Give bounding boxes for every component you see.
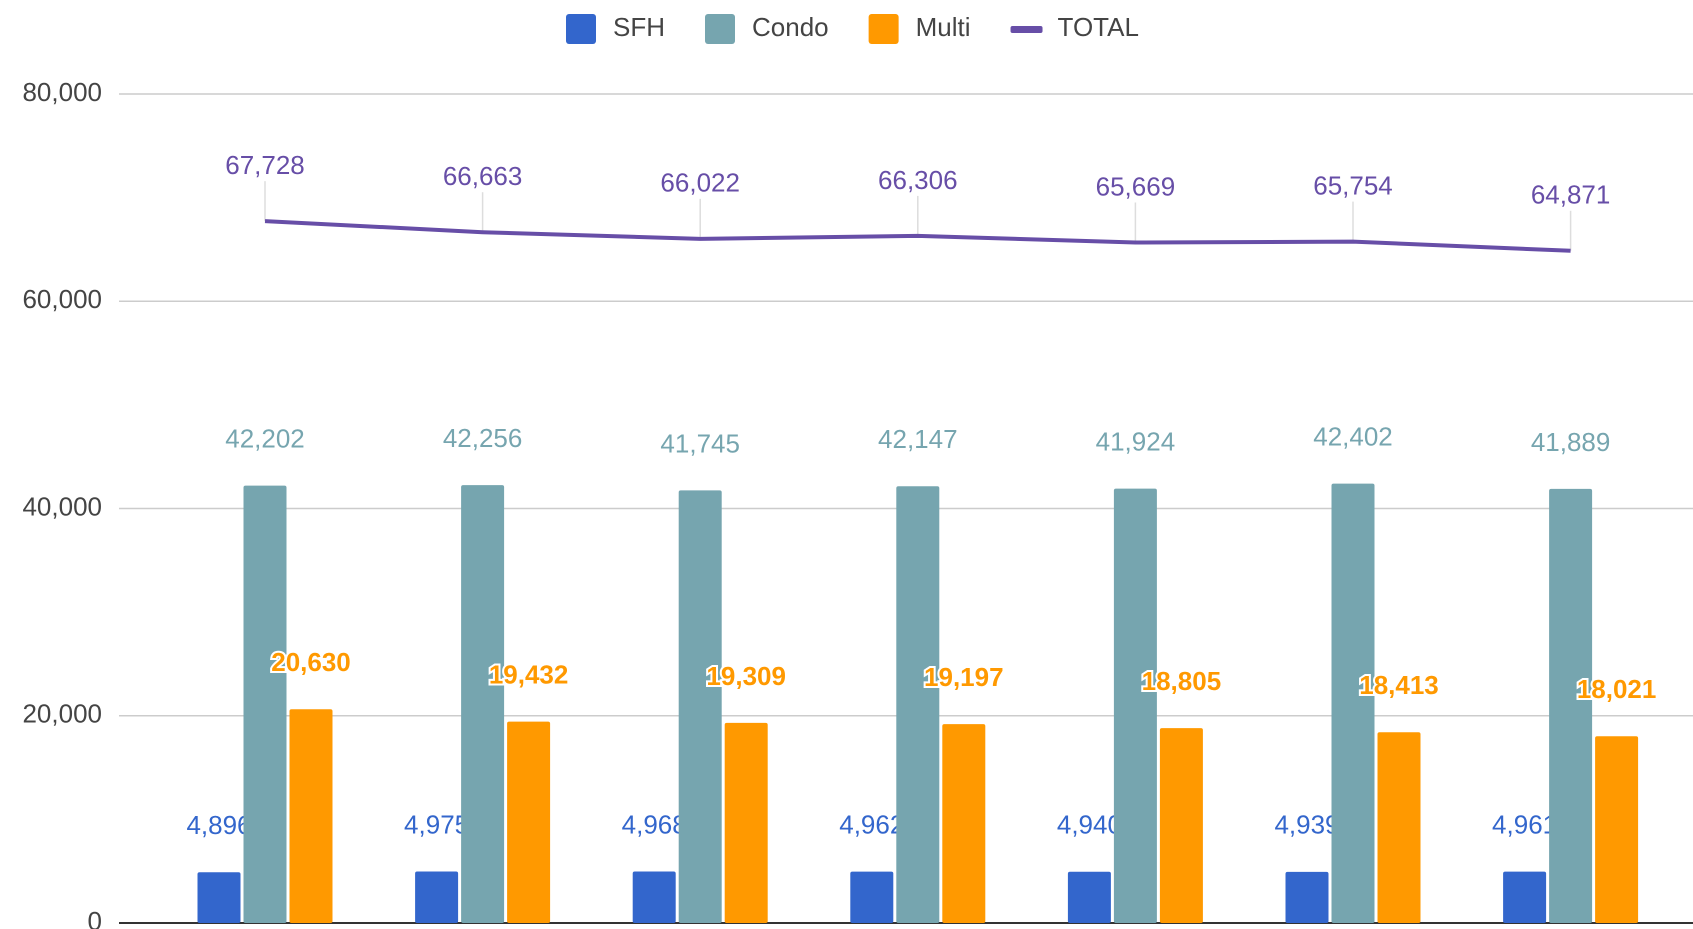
data-label: 42,202 [225, 424, 305, 454]
data-label: 19,432 [489, 660, 569, 690]
data-label: 66,306 [878, 165, 958, 195]
bar [1067, 871, 1111, 923]
data-label: 66,022 [660, 168, 740, 198]
data-label: 4,939 [1274, 810, 1339, 840]
data-label: 4,896 [186, 810, 251, 840]
bar [1503, 871, 1547, 923]
data-label: 4,962 [839, 809, 904, 839]
y-tick-label: 80,000 [22, 77, 102, 107]
data-label: 4,940 [1057, 810, 1122, 840]
data-label: 64,871 [1531, 180, 1611, 210]
data-label: 66,663 [443, 161, 523, 191]
y-tick-label: 40,000 [22, 491, 102, 521]
data-label: 67,728 [225, 150, 305, 180]
bar [1549, 488, 1593, 923]
legend-label: Multi [916, 12, 971, 42]
bar [896, 486, 940, 923]
bar [289, 709, 333, 923]
legend-label: SFH [613, 12, 665, 42]
data-label: 41,924 [1096, 426, 1176, 456]
data-label: 42,402 [1313, 421, 1393, 451]
bar [461, 485, 505, 923]
bar [415, 871, 459, 923]
data-label: 4,975 [404, 809, 469, 839]
bar [942, 724, 986, 923]
bar [632, 871, 676, 923]
bar [1159, 728, 1203, 923]
line [264, 219, 1571, 253]
legend-label: Condo [752, 12, 829, 42]
bar [243, 485, 287, 923]
data-label: 19,309 [706, 661, 786, 691]
bar [197, 872, 241, 923]
bar [1377, 732, 1421, 923]
y-tick-label: 0 [88, 906, 102, 929]
data-label: 18,021 [1577, 674, 1657, 704]
data-label: 18,805 [1142, 666, 1222, 696]
data-label: 20,630 [271, 647, 351, 677]
bar [507, 721, 551, 923]
bar [724, 722, 768, 923]
data-label: 65,754 [1313, 170, 1393, 200]
bar [1595, 736, 1639, 923]
legend-swatch [705, 14, 735, 44]
legend-swatch [1010, 26, 1043, 33]
legend-label: TOTAL [1058, 12, 1139, 42]
data-label: 18,413 [1359, 670, 1439, 700]
data-label: 42,147 [878, 424, 958, 454]
data-label: 41,745 [660, 428, 740, 458]
data-label: 4,968 [622, 809, 687, 839]
bar [678, 490, 722, 923]
data-label: 65,669 [1096, 171, 1176, 201]
data-label: 41,889 [1531, 427, 1611, 457]
bar [850, 871, 894, 923]
data-label: 4,961 [1492, 809, 1557, 839]
legend-swatch [868, 14, 899, 44]
data-label: 42,256 [443, 423, 523, 453]
y-tick-label: 60,000 [22, 284, 102, 314]
legend-swatch [566, 14, 596, 44]
bar [1331, 483, 1375, 923]
data-label: 19,197 [924, 662, 1004, 692]
y-tick-label: 20,000 [22, 699, 102, 729]
bar [1113, 488, 1157, 923]
bar [1285, 871, 1329, 923]
